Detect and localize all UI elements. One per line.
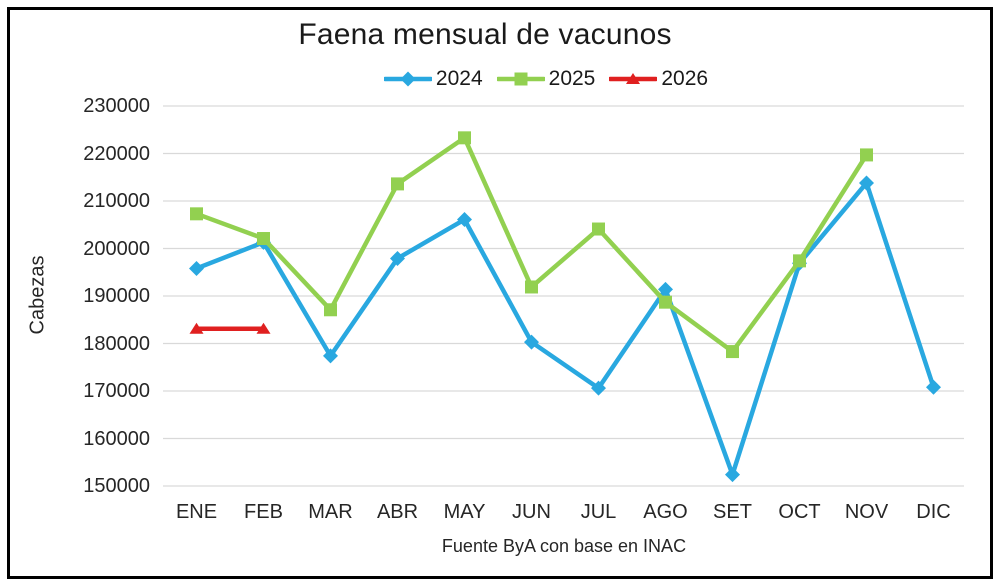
legend-label: 2024 bbox=[435, 67, 483, 90]
x-tick-label: SET bbox=[713, 501, 752, 523]
y-tick-label: 230000 bbox=[83, 95, 150, 117]
x-tick-label: ENE bbox=[175, 501, 218, 523]
series-marker-2025 bbox=[324, 303, 337, 317]
series-marker-2024 bbox=[859, 175, 874, 191]
series-marker-2024 bbox=[457, 212, 472, 228]
legend-item-2024: 2024 bbox=[383, 67, 483, 91]
legend-label: 2026 bbox=[661, 67, 709, 90]
x-tick-label: JUL bbox=[580, 501, 617, 523]
x-tick-label: AGO bbox=[643, 501, 688, 523]
x-tick-label: DIC bbox=[916, 501, 951, 523]
series-marker-2024 bbox=[390, 250, 405, 266]
series-marker-2025 bbox=[525, 280, 538, 294]
series-marker-2025 bbox=[592, 222, 605, 236]
series-marker-2025 bbox=[726, 345, 739, 359]
series-marker-2024 bbox=[591, 380, 606, 396]
series-line-2024 bbox=[194, 180, 936, 477]
chart-frame bbox=[7, 7, 993, 579]
series-marker-2026 bbox=[256, 322, 271, 334]
source-note: Fuente ByA con base en INAC bbox=[441, 536, 687, 556]
y-tick-label: 170000 bbox=[83, 380, 150, 402]
y-tick-label: 220000 bbox=[83, 142, 150, 165]
series-marker-2024 bbox=[725, 467, 740, 483]
series-marker-2024 bbox=[658, 281, 673, 297]
y-tick-label: 160000 bbox=[83, 427, 150, 450]
series-marker-2026 bbox=[189, 322, 204, 334]
series-line-2025 bbox=[194, 135, 869, 354]
series-marker-2025 bbox=[257, 232, 270, 246]
x-tick-label: ABR bbox=[376, 501, 419, 523]
legend-square-icon bbox=[496, 72, 545, 86]
x-tick-label: FEB bbox=[244, 501, 283, 523]
legend-diamond-icon bbox=[383, 71, 432, 87]
chart-legend: 2024 2025 2026 bbox=[92, 66, 1000, 92]
series-marker-2025 bbox=[391, 177, 404, 191]
series-marker-2025 bbox=[860, 148, 873, 162]
x-tick-label: JUN bbox=[512, 501, 551, 523]
legend-item-2026: 2026 bbox=[609, 67, 708, 91]
series-marker-2025 bbox=[458, 131, 471, 145]
series-marker-2025 bbox=[659, 295, 672, 309]
legend-triangle-icon bbox=[609, 73, 658, 84]
y-tick-label: 200000 bbox=[83, 237, 150, 260]
x-tick-label: MAR bbox=[308, 501, 353, 523]
series-marker-2024 bbox=[524, 334, 539, 350]
x-tick-label: MAY bbox=[443, 501, 486, 523]
y-tick-label: 210000 bbox=[83, 190, 150, 212]
legend-label: 2025 bbox=[548, 67, 596, 90]
series-marker-2025 bbox=[190, 207, 203, 221]
x-tick-label: OCT bbox=[778, 501, 821, 523]
y-tick-label: 180000 bbox=[83, 332, 150, 355]
series-marker-2024 bbox=[926, 379, 941, 395]
y-tick-label: 190000 bbox=[83, 285, 150, 307]
series-marker-2024 bbox=[189, 260, 204, 276]
series-marker-2024 bbox=[323, 348, 338, 364]
series-marker-2025 bbox=[793, 254, 806, 268]
chart-title: Faena mensual de vacunos bbox=[298, 18, 672, 51]
legend-item-2025: 2025 bbox=[496, 67, 596, 91]
y-tick-label: 150000 bbox=[83, 475, 150, 497]
x-tick-label: NOV bbox=[844, 501, 889, 523]
